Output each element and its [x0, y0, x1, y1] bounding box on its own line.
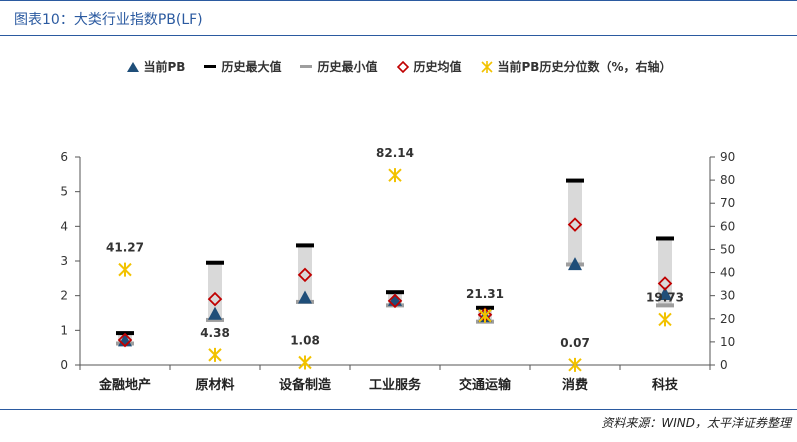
x-tick-label: 消费	[562, 377, 588, 393]
y-right-tick-label: 80	[720, 173, 735, 187]
mean-marker	[567, 217, 583, 232]
percentile-data-label: 41.27	[106, 241, 144, 255]
max-marker	[386, 290, 404, 295]
y-right-tick-label: 60	[720, 219, 735, 233]
source-note: 资料来源：WIND，太平洋证券整理	[601, 416, 791, 430]
percentile-data-label: 0.07	[560, 336, 590, 350]
y-right-tick-label: 30	[720, 289, 735, 303]
y-right-tick-label: 20	[720, 312, 735, 326]
max-marker	[206, 260, 224, 265]
max-marker	[296, 243, 314, 248]
percentile-marker	[298, 355, 312, 370]
x-tick-label: 科技	[652, 377, 679, 393]
mean-marker	[297, 267, 313, 283]
x-tick-label: 设备制造	[279, 377, 332, 393]
y-right-tick-label: 50	[720, 242, 735, 256]
x-tick-label: 金融地产	[98, 377, 151, 393]
x-tick-label: 原材料	[195, 377, 234, 393]
range-band	[568, 180, 582, 265]
legend-triangle-icon	[126, 61, 139, 72]
legend-item: 当前PB历史分位数（%，右轴）	[480, 58, 672, 75]
mean-marker	[117, 332, 133, 348]
y-left-tick-label: 2	[60, 289, 68, 303]
legend-label: 历史均值	[413, 60, 462, 74]
legend-item: 历史最小值	[299, 58, 378, 75]
percentile-marker	[118, 262, 132, 277]
current-pb-marker	[568, 257, 582, 271]
percentile-marker	[658, 312, 672, 327]
legend-dash-icon	[204, 64, 217, 68]
percentile-data-label: 82.14	[376, 146, 414, 160]
x-tick-label: 交通运输	[459, 377, 512, 393]
footer-divider	[0, 409, 797, 410]
current-pb-marker	[208, 306, 222, 320]
title-bar: 图表10：大类行业指数PB(LF)	[0, 0, 797, 36]
percentile-marker	[388, 168, 402, 183]
min-marker	[656, 303, 674, 308]
y-left-tick-label: 0	[60, 358, 68, 372]
y-left-tick-label: 3	[60, 254, 68, 268]
y-left-tick-label: 5	[60, 185, 68, 199]
legend-star-icon	[480, 60, 493, 73]
range-band	[658, 238, 672, 306]
x-tick-label: 工业服务	[369, 377, 422, 393]
legend: 当前PB 历史最大值 历史最小值 历史均值 当前PB历史分位数（%，右轴）	[0, 58, 797, 75]
percentile-data-label: 1.08	[290, 334, 320, 348]
legend-label: 历史最小值	[317, 60, 378, 74]
percentile-marker	[208, 347, 222, 362]
legend-label: 当前PB历史分位数（%，右轴）	[497, 60, 672, 74]
y-left-tick-label: 1	[60, 323, 68, 337]
current-pb-marker	[298, 290, 312, 304]
y-left-tick-label: 6	[60, 150, 68, 164]
y-right-tick-label: 10	[720, 335, 735, 349]
mean-marker	[657, 276, 673, 291]
legend-diamond-icon	[396, 60, 409, 73]
percentile-marker	[568, 357, 582, 372]
legend-label: 历史最大值	[221, 60, 282, 74]
max-marker	[566, 178, 584, 183]
chart-title: 图表10：大类行业指数PB(LF)	[14, 12, 203, 28]
legend-item: 当前PB	[126, 58, 186, 75]
y-right-tick-label: 70	[720, 196, 735, 210]
percentile-data-label: 21.31	[466, 287, 504, 301]
mean-marker	[207, 291, 223, 307]
current-pb-marker	[658, 286, 672, 300]
y-right-tick-label: 0	[720, 358, 728, 372]
percentile-marker	[478, 308, 492, 323]
mean-marker	[387, 293, 403, 309]
min-marker	[206, 317, 224, 322]
range-band	[208, 262, 222, 320]
legend-dash-icon	[300, 64, 313, 68]
y-right-tick-label: 90	[720, 150, 735, 164]
legend-item: 历史均值	[396, 58, 462, 75]
y-right-tick-label: 40	[720, 266, 735, 280]
legend-label: 当前PB	[143, 60, 186, 74]
legend-item: 历史最大值	[203, 58, 281, 75]
max-marker	[656, 236, 674, 241]
percentile-data-label: 4.38	[200, 326, 230, 340]
y-left-tick-label: 4	[60, 219, 68, 233]
percentile-data-label: 19.73	[646, 290, 684, 304]
range-band	[298, 245, 312, 302]
